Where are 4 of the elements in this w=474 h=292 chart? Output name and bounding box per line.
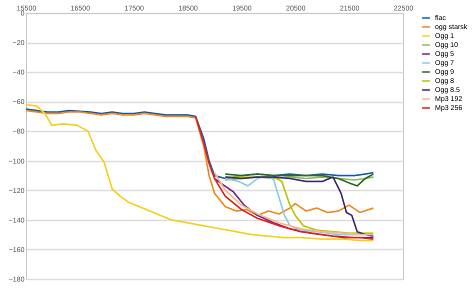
line-series [25, 110, 374, 216]
line-series [224, 173, 374, 187]
line-series [25, 104, 374, 242]
line-series [194, 116, 374, 240]
